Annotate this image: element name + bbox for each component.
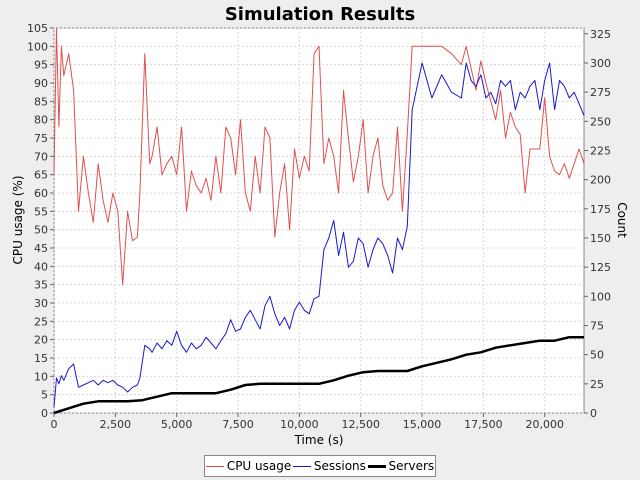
y-right-tick-label: 300 — [590, 57, 611, 70]
y-left-tick-label: 85 — [34, 95, 48, 108]
y-right-tick-label: 250 — [590, 115, 611, 128]
y-right-tick-label: 325 — [590, 28, 611, 41]
y-left-tick-label: 50 — [34, 224, 48, 237]
legend-swatch-sessions — [292, 465, 311, 467]
y-right-tick-label: 125 — [590, 261, 611, 274]
sessions-line — [53, 62, 585, 408]
y-left-tick-label: 70 — [34, 150, 48, 163]
y-left-tick-label: 25 — [34, 315, 48, 328]
x-tick-label: 7,500 — [222, 418, 254, 431]
legend-label-cpu: CPU usage — [226, 459, 292, 473]
legend-item-cpu: CPU usage — [205, 459, 292, 473]
x-tick-label: 17,500 — [464, 418, 503, 431]
y-axis-right-label: Count — [615, 202, 629, 238]
y-right-tick-label: 0 — [590, 407, 597, 420]
x-tick-label: 12,500 — [341, 418, 380, 431]
legend-item-servers: Servers — [367, 459, 435, 473]
y-right-tick-label: 75 — [590, 320, 604, 333]
axes: 0 2,500 5,000 7,500 10,000 12,500 15,000 17,500… — [27, 22, 611, 431]
x-tick-label: 15,000 — [403, 418, 442, 431]
legend: CPU usage Sessions Servers — [204, 455, 436, 477]
y-left-tick-label: 55 — [34, 205, 48, 218]
x-tick-label: 5,000 — [161, 418, 193, 431]
y-left-tick-label: 65 — [34, 169, 48, 182]
y-right-tick-label: 200 — [590, 174, 611, 187]
y-left-tick-label: 10 — [34, 370, 48, 383]
legend-label-sessions: Sessions — [313, 459, 366, 473]
y-left-tick-label: 40 — [34, 260, 48, 273]
y-right-tick-label: 225 — [590, 145, 611, 158]
y-left-tick-label: 95 — [34, 59, 48, 72]
x-axis-label: Time (s) — [294, 433, 344, 447]
cpu-usage-line — [53, 27, 585, 286]
series-layer — [53, 27, 585, 415]
y-right-tick-label: 50 — [590, 349, 604, 362]
y-left-tick-label: 5 — [41, 389, 48, 402]
y-left-tick-label: 20 — [34, 334, 48, 347]
x-tick-label: 2,500 — [100, 418, 132, 431]
y-left-tick-label: 0 — [41, 407, 48, 420]
y-left-tick-label: 75 — [34, 132, 48, 145]
y-left-tick-label: 35 — [34, 279, 48, 292]
y-left-tick-label: 80 — [34, 114, 48, 127]
legend-item-sessions: Sessions — [292, 459, 366, 473]
servers-line — [53, 335, 584, 415]
x-tick-label: 20,000 — [525, 418, 564, 431]
chart-title: Simulation Results — [225, 4, 415, 25]
y-right-tick-label: 150 — [590, 232, 611, 245]
y-left-tick-label: 90 — [34, 77, 48, 90]
y-right-tick-label: 275 — [590, 86, 611, 99]
legend-swatch-servers — [367, 464, 386, 468]
y-left-tick-label: 30 — [34, 297, 48, 310]
y-left-tick-label: 60 — [34, 187, 48, 200]
y-left-tick-label: 15 — [34, 352, 48, 365]
legend-label-servers: Servers — [388, 459, 435, 473]
y-left-tick-label: 105 — [27, 22, 48, 35]
y-left-tick-label: 45 — [34, 242, 48, 255]
y-right-tick-label: 175 — [590, 203, 611, 216]
gridlines — [53, 27, 584, 414]
y-right-tick-label: 100 — [590, 290, 611, 303]
y-axis-left-label: CPU usage (%) — [11, 175, 25, 264]
y-left-tick-label: 100 — [27, 40, 48, 53]
x-tick-label: 10,000 — [280, 418, 319, 431]
y-right-tick-label: 25 — [590, 378, 604, 391]
legend-swatch-cpu — [205, 465, 224, 467]
x-tick-label: 0 — [51, 418, 58, 431]
